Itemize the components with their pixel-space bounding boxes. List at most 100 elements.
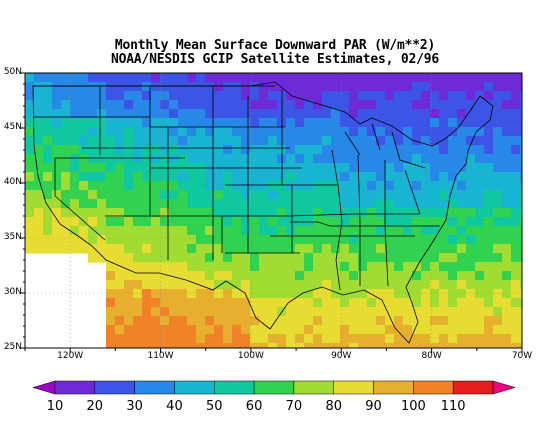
par-cell xyxy=(304,118,314,128)
par-cell xyxy=(133,154,143,164)
par-cell xyxy=(151,235,161,245)
par-cell xyxy=(439,154,449,164)
par-cell xyxy=(232,262,242,272)
par-cell xyxy=(34,181,44,191)
par-cell xyxy=(124,334,134,344)
par-cell xyxy=(178,262,188,272)
par-cell xyxy=(286,136,296,146)
par-cell xyxy=(511,316,521,326)
par-cell xyxy=(340,343,350,348)
par-cell xyxy=(79,82,89,92)
par-cell xyxy=(169,199,179,209)
par-cell xyxy=(331,217,341,227)
par-cell xyxy=(421,226,431,236)
par-cell xyxy=(259,235,269,245)
par-cell xyxy=(268,136,278,146)
par-cell xyxy=(520,289,522,299)
par-cell xyxy=(448,289,458,299)
par-cell xyxy=(403,100,413,110)
par-cell xyxy=(439,163,449,173)
par-cell xyxy=(340,163,350,173)
longitude-label: 80W xyxy=(421,351,442,361)
par-cell xyxy=(115,73,125,83)
par-cell xyxy=(169,145,179,155)
par-cell xyxy=(34,190,44,200)
par-cell xyxy=(43,82,53,92)
par-cell xyxy=(223,253,233,263)
par-cell xyxy=(187,154,197,164)
par-cell xyxy=(169,181,179,191)
border-81w xyxy=(404,169,421,215)
par-cell xyxy=(304,127,314,137)
par-cell xyxy=(142,136,152,146)
par-cell xyxy=(196,118,206,128)
par-cell xyxy=(295,109,305,119)
par-cell xyxy=(295,343,305,348)
par-cell xyxy=(466,271,476,281)
par-cell xyxy=(457,145,467,155)
par-cell xyxy=(250,244,260,254)
par-cell xyxy=(421,343,431,348)
par-cell xyxy=(322,244,332,254)
par-cell xyxy=(376,154,386,164)
par-cell xyxy=(223,208,233,218)
par-cell xyxy=(313,235,323,245)
par-cell xyxy=(34,226,44,236)
par-cell xyxy=(43,163,53,173)
par-cell xyxy=(358,172,368,182)
par-cell xyxy=(331,316,341,326)
par-cell xyxy=(115,244,125,254)
par-cell xyxy=(385,73,395,83)
par-cell xyxy=(502,145,512,155)
par-cell xyxy=(88,163,98,173)
par-cell xyxy=(61,163,71,173)
par-cell xyxy=(448,208,458,218)
axis-ticks xyxy=(21,72,523,353)
par-cell xyxy=(493,172,503,182)
par-cell xyxy=(367,244,377,254)
par-cell xyxy=(493,91,503,101)
par-cell xyxy=(88,208,98,218)
par-cell xyxy=(124,127,134,137)
par-cell xyxy=(502,217,512,227)
par-cell xyxy=(151,307,161,317)
par-cell xyxy=(349,208,359,218)
par-cell xyxy=(160,307,170,317)
par-cell xyxy=(403,181,413,191)
par-cell xyxy=(34,82,44,92)
par-cell xyxy=(448,145,458,155)
par-cell xyxy=(160,154,170,164)
par-cell xyxy=(322,289,332,299)
par-cell xyxy=(376,127,386,137)
par-cell xyxy=(79,127,89,137)
par-cell xyxy=(79,154,89,164)
par-cell xyxy=(115,235,125,245)
border-91w xyxy=(331,149,343,291)
par-cell xyxy=(61,100,71,110)
par-cell xyxy=(187,271,197,281)
par-cell xyxy=(349,217,359,227)
par-cell xyxy=(142,325,152,335)
par-cell xyxy=(502,334,512,344)
par-cell xyxy=(142,298,152,308)
par-cell xyxy=(331,271,341,281)
par-cell xyxy=(268,109,278,119)
par-cell xyxy=(115,307,125,317)
par-cell xyxy=(106,217,116,227)
par-cell xyxy=(151,316,161,326)
par-cell xyxy=(331,73,341,83)
par-cell xyxy=(340,334,350,344)
par-cell xyxy=(43,172,53,182)
par-cell xyxy=(106,226,116,236)
par-cell xyxy=(475,244,485,254)
par-cell xyxy=(115,109,125,119)
par-cell xyxy=(268,307,278,317)
par-cell xyxy=(394,307,404,317)
par-cell xyxy=(106,298,116,308)
par-cell xyxy=(448,343,458,348)
par-cell xyxy=(475,100,485,110)
par-cell xyxy=(178,289,188,299)
par-cell xyxy=(223,235,233,245)
par-cell xyxy=(484,127,494,137)
par-cell xyxy=(52,244,62,254)
